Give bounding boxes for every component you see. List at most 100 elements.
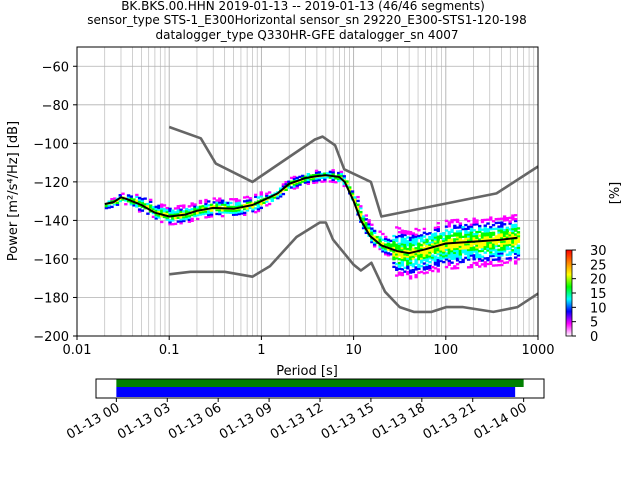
heatmap-cell xyxy=(450,255,454,259)
heatmap-cell xyxy=(464,223,468,227)
heatmap-cell xyxy=(453,253,457,256)
heatmap-cell xyxy=(497,250,501,253)
coverage-tick-label: 01-13 18 xyxy=(370,400,428,442)
heatmap-cell xyxy=(508,235,512,239)
heatmap-cell xyxy=(384,243,388,246)
heatmap-cell xyxy=(193,214,197,218)
heatmap-cell xyxy=(433,251,438,255)
heatmap-cell xyxy=(464,239,468,242)
heatmap-cell xyxy=(372,241,377,244)
heatmap-cell xyxy=(497,254,501,257)
heatmap-cell xyxy=(433,228,438,231)
heatmap-cell xyxy=(256,205,261,209)
heatmap-cell xyxy=(502,236,507,239)
heatmap-cell xyxy=(491,237,496,240)
heatmap-cell xyxy=(508,222,512,225)
heatmap-cell xyxy=(298,175,302,179)
heatmap-cell xyxy=(453,247,457,251)
heatmap-cell xyxy=(298,181,302,184)
heatmap-cell xyxy=(478,257,482,260)
heatmap-cell xyxy=(342,177,346,180)
heatmap-cell xyxy=(381,248,385,251)
heatmap-cell xyxy=(400,229,404,232)
heatmap-cell xyxy=(303,175,308,179)
heatmap-cell xyxy=(187,218,192,222)
heatmap-cell xyxy=(433,247,438,251)
heatmap-cell xyxy=(137,196,142,200)
heatmap-cell xyxy=(500,229,504,232)
heatmap-cell xyxy=(461,251,465,254)
coverage-bars xyxy=(116,379,524,397)
heatmap-cell xyxy=(406,243,410,247)
heatmap-cell xyxy=(508,241,512,245)
colorbar-tick-label: 15 xyxy=(590,287,607,302)
x-tick-label: 1 xyxy=(257,343,265,358)
heatmap-cell xyxy=(190,204,194,207)
heatmap-cell xyxy=(453,243,457,247)
heatmap-cell xyxy=(104,204,109,208)
heatmap-cell xyxy=(489,237,493,240)
heatmap-cell xyxy=(436,258,440,261)
heatmap-cell xyxy=(480,234,485,237)
heatmap-cell xyxy=(303,181,308,184)
heatmap-cell xyxy=(417,229,421,232)
heatmap-cell xyxy=(431,258,435,261)
heatmap-cell xyxy=(475,252,479,255)
heatmap-cell xyxy=(502,219,507,222)
heatmap-cell xyxy=(187,205,192,208)
heatmap-cell xyxy=(436,249,440,252)
heatmap-cell xyxy=(464,229,468,233)
heatmap-cell xyxy=(323,172,327,175)
coverage-bar xyxy=(116,379,524,387)
heatmap-cell xyxy=(458,255,463,258)
heatmap-cell xyxy=(403,253,407,256)
heatmap-cell xyxy=(171,211,175,214)
heatmap-cell xyxy=(209,215,214,218)
heatmap-cell xyxy=(400,271,404,275)
heatmap-cell xyxy=(364,223,369,227)
heatmap-cell xyxy=(248,200,252,204)
heatmap-cell xyxy=(314,179,319,182)
heatmap-cell xyxy=(314,181,319,184)
coverage-tick-label: 01-13 12 xyxy=(268,400,326,442)
heatmap-cell xyxy=(422,262,427,265)
heatmap-cell xyxy=(292,177,297,181)
heatmap-cell xyxy=(179,218,183,221)
heatmap-cell xyxy=(408,277,413,280)
heatmap-cell xyxy=(204,206,208,209)
heatmap-cell xyxy=(466,239,471,242)
heatmap-cell xyxy=(414,262,418,265)
heatmap-cell xyxy=(406,265,410,268)
heatmap-cell xyxy=(436,241,440,244)
heatmap-cell xyxy=(447,244,451,247)
heatmap-cell xyxy=(278,195,283,198)
heatmap-cell xyxy=(455,239,460,243)
heatmap-cell xyxy=(400,262,404,265)
heatmap-cell xyxy=(436,256,440,260)
heatmap-cell xyxy=(220,209,225,212)
heatmap-cell xyxy=(431,265,435,269)
heatmap-cell xyxy=(359,210,363,214)
heatmap-cell xyxy=(392,256,396,259)
heatmap-cell xyxy=(234,211,239,214)
heatmap-cell xyxy=(439,234,443,238)
heatmap-cell xyxy=(157,210,161,213)
heatmap-cell xyxy=(483,232,487,235)
heatmap-cell xyxy=(475,250,479,253)
heatmap-cell xyxy=(458,222,463,225)
heatmap-cell xyxy=(309,174,313,177)
heatmap-cell xyxy=(502,244,507,247)
heatmap-cell xyxy=(428,241,432,245)
heatmap-cell xyxy=(135,203,139,206)
heatmap-cell xyxy=(486,222,490,225)
heatmap-cell xyxy=(267,202,272,206)
heatmap-cell xyxy=(450,267,454,270)
heatmap-cell xyxy=(461,249,465,252)
heatmap-cell xyxy=(411,243,416,247)
heatmap-cell xyxy=(359,207,363,210)
heatmap-cell xyxy=(472,232,476,236)
heatmap-cell xyxy=(497,256,501,259)
heatmap-cell xyxy=(480,245,485,249)
heatmap-cell xyxy=(436,270,440,273)
